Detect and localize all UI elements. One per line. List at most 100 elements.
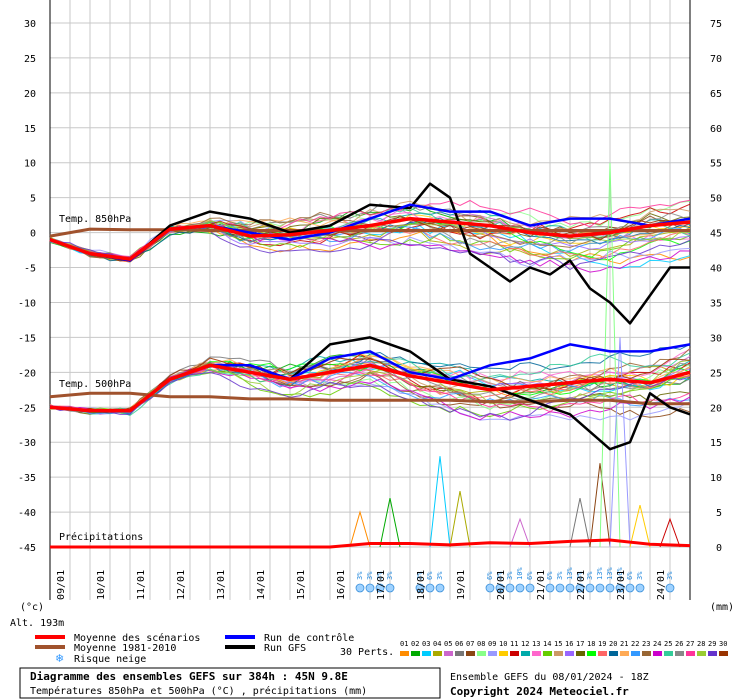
y-left-tick-label: -10 [18, 298, 36, 309]
y-right-tick-label: 75 [710, 19, 722, 30]
series-clim_t850 [49, 227, 690, 238]
snowflake-icon [385, 583, 395, 593]
pert-number: 20 [609, 640, 617, 648]
snowflake-icon [665, 583, 675, 593]
pert-color-legend: 01 02 03 04 05 06 07 08 09 10 11 12 13 14 15 16 17 18 19 20… [400, 640, 728, 656]
pert-number: 30 [719, 640, 727, 648]
snow-risk-pct: 13% [596, 567, 604, 580]
y-left-tick-label: 20 [24, 89, 36, 100]
snow-risk-pct: 3% [436, 571, 444, 580]
run-info: Ensemble GEFS du 08/01/2024 - 18Z [450, 672, 649, 683]
snowflake-icon [635, 583, 645, 593]
pert-color-swatch [411, 651, 420, 656]
snow-risk-pct: 13% [606, 567, 614, 580]
snowflake-icon [555, 583, 565, 593]
snow-risk-pct: 3% [356, 571, 364, 580]
y-right-tick-label: 25 [710, 368, 722, 379]
snow-risk-pct: 3% [576, 571, 584, 580]
y-right-tick-label: 65 [710, 89, 722, 100]
y-right-tick-label: 70 [710, 54, 722, 65]
snowflake-icon [545, 583, 555, 593]
pert-line-25 [49, 351, 691, 417]
pert-number: 10 [499, 640, 507, 648]
pert-number: 09 [488, 640, 496, 648]
pert-color-swatch [587, 651, 596, 656]
pert-number: 22 [631, 640, 639, 648]
pert-number: 28 [697, 640, 705, 648]
precip-spike [599, 162, 621, 548]
pert-number: 24 [653, 640, 661, 648]
y-left-tick-label: -45 [18, 543, 36, 554]
snowflake-icon [575, 583, 585, 593]
y-right-tick-label: 30 [710, 333, 722, 344]
snow-risk-pct: 6% [626, 571, 634, 580]
x-date-label: 21/01 [536, 570, 547, 600]
pert-number: 15 [554, 640, 562, 648]
pert-color-swatch [598, 651, 607, 656]
series-mean_t500 [49, 363, 691, 413]
x-date-label: 13/01 [216, 570, 227, 600]
pert-number: 17 [576, 640, 584, 648]
altitude-label: Alt. 193m [10, 618, 64, 629]
x-date-label: 15/01 [296, 570, 307, 600]
y-right-unit: (mm) [710, 602, 734, 613]
series-gfs_t850 [49, 182, 690, 325]
y-right-tick-label: 35 [710, 298, 722, 309]
pert-number: 19 [598, 640, 606, 648]
x-axis-date-labels: 09/01 10/01 11/01 12/01 13/01 14/01 15/01 16/01… [56, 570, 667, 600]
snow-risk-pct: 3% [416, 571, 424, 580]
pert-number: 26 [675, 640, 683, 648]
legend-snow-label: Risque neige [74, 654, 146, 665]
precip-spike [609, 337, 631, 548]
pert-number: 12 [521, 640, 529, 648]
pert-number: 05 [444, 640, 452, 648]
snow-risk-pct: 3% [636, 571, 644, 580]
pert-color-swatch [521, 651, 530, 656]
pert-color-swatch [653, 651, 662, 656]
y-right-tick-label: 40 [710, 264, 722, 275]
pert-number: 27 [686, 640, 694, 648]
pert-color-swatch [532, 651, 541, 656]
pert-color-swatch [444, 651, 453, 656]
x-date-label: 17/01 [376, 570, 387, 600]
series-clim_t500 [49, 391, 690, 406]
legend: Moyenne des scénarios Moyenne 1981-2010 … [35, 632, 728, 665]
pert-color-swatch [708, 651, 717, 656]
snowflake-icon [485, 583, 495, 593]
pert-number: 06 [455, 640, 463, 648]
snowflake-icon [505, 583, 515, 593]
pert-number: 16 [565, 640, 573, 648]
legend-control-label: Run de contrôle [264, 632, 354, 644]
snow-risk-pct: 6% [486, 571, 494, 580]
pert-number: 13 [532, 640, 540, 648]
snow-risk-pct: 6% [546, 571, 554, 580]
pert-color-swatch [719, 651, 728, 656]
snowflake-icon [585, 583, 595, 593]
pert-color-swatch [455, 651, 464, 656]
info-box [19, 667, 441, 699]
x-date-label: 22/01 [576, 570, 587, 600]
pert-color-swatch [510, 651, 519, 656]
x-date-label: 11/01 [136, 570, 147, 600]
pert-number: 25 [664, 640, 672, 648]
y-left-tick-label: 10 [24, 159, 36, 170]
y-left-tick-label: 0 [30, 229, 36, 240]
x-date-label: 20/01 [496, 570, 507, 600]
snow-risk-pct: 3% [666, 571, 674, 580]
y-left-unit: (°c) [20, 602, 44, 613]
snow-risk-pct: 3% [586, 571, 594, 580]
x-date-label: 09/01 [56, 570, 67, 600]
snow-risk-pct: 10% [516, 567, 524, 580]
snowflake-icon [495, 583, 505, 593]
snowflake-icon [435, 583, 445, 593]
y-left-tick-label: -25 [18, 403, 36, 414]
snowflake-icon [525, 583, 535, 593]
snowflake-icon [625, 583, 635, 593]
pert-color-swatch [631, 651, 640, 656]
pert-number: 01 [400, 640, 408, 648]
y-left-tick-label: -20 [18, 368, 36, 379]
pert-color-swatch [422, 651, 431, 656]
pert-color-swatch [576, 651, 585, 656]
pert-color-swatch [686, 651, 695, 656]
